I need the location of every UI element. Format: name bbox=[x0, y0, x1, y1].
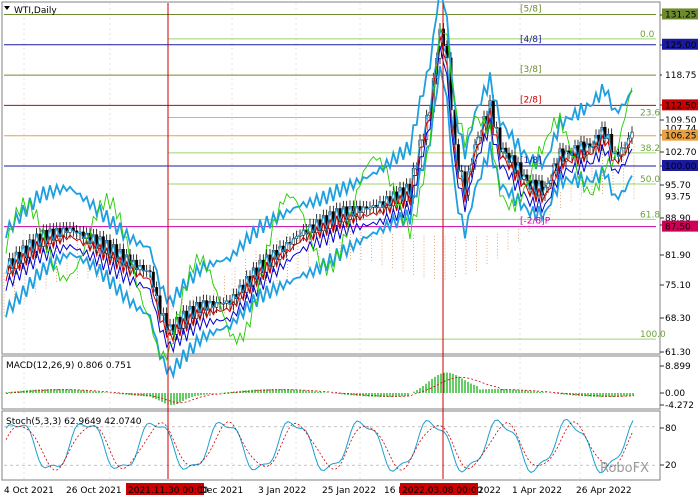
price-label-box bbox=[662, 69, 698, 81]
price-label-box bbox=[662, 99, 698, 111]
main-pane-frame bbox=[1, 1, 661, 355]
price-tick-label: 95.70 bbox=[665, 181, 691, 191]
murrey-label: [4/8] bbox=[520, 35, 542, 45]
ma-red-line bbox=[5, 36, 633, 344]
price-tick-label: 81.90 bbox=[665, 251, 691, 261]
price-label-box bbox=[662, 129, 698, 141]
x-tick-label: 4 Oct 2021 bbox=[4, 486, 54, 496]
bollinger-lower bbox=[5, 65, 633, 380]
price-tick-label: 102.70 bbox=[665, 148, 697, 158]
stoch-title: Stoch(5,3,3) 62.9649 42.0740 bbox=[6, 417, 142, 427]
stoch-tick-label: 20 bbox=[665, 461, 677, 471]
price-label-box bbox=[662, 220, 698, 232]
x-crosshair-box bbox=[400, 483, 478, 495]
price-label-text: 100.00 bbox=[665, 162, 697, 172]
stoch-tick-label: 80 bbox=[665, 424, 677, 434]
price-tick-label: 68.30 bbox=[665, 314, 691, 324]
price-tick-label: 109.50 bbox=[665, 116, 697, 126]
price-label-box bbox=[662, 160, 698, 171]
x-tick-label: 2021.11.30 00:00 bbox=[128, 486, 209, 496]
price-tick-label: 88.90 bbox=[665, 214, 691, 224]
price-label-text: 106.25 bbox=[665, 132, 697, 142]
x-tick-label: 3 Jan 2022 bbox=[258, 486, 306, 496]
murrey-label: [3/8] bbox=[520, 65, 542, 75]
price-label-box bbox=[662, 190, 698, 202]
price-label-text: 112.50 bbox=[665, 101, 697, 111]
price-label-box bbox=[662, 122, 698, 134]
price-label-box bbox=[662, 38, 698, 50]
fib-label: 50.0 bbox=[640, 175, 660, 185]
x-tick-label: 25 Jan 2022 bbox=[322, 486, 376, 496]
price-tick-label: 61.30 bbox=[665, 348, 691, 358]
axes: 131.25 125.00 118.75 112.50 109.50 106.25 102.… bbox=[4, 3, 698, 496]
x-tick-label: 26 Oct 2021 bbox=[66, 486, 122, 496]
price-tick-label: 75.10 bbox=[665, 281, 691, 291]
green-indicator-line bbox=[5, 27, 633, 362]
watermark: RoboFX bbox=[600, 461, 649, 476]
price-label-text: 131.25 bbox=[665, 10, 697, 20]
macd-pane bbox=[5, 357, 635, 408]
price-label-text: 87.50 bbox=[665, 223, 691, 233]
macd-title: MACD(12,26,9) 0.806 0.751 bbox=[6, 361, 132, 371]
fib-label: 38.2 bbox=[640, 144, 660, 154]
bollinger-middle bbox=[5, 28, 633, 337]
x-tick-label: 1 Apr 2022 bbox=[512, 486, 562, 496]
stoch-signal-line bbox=[5, 421, 634, 471]
murrey-label: [-2/8]P bbox=[520, 217, 551, 227]
x-tick-label: 2022.03.08 00:00 bbox=[402, 486, 483, 496]
macd-tick-label: 8.899 bbox=[665, 362, 691, 372]
macd-signal-line bbox=[5, 376, 635, 404]
bollinger-upper bbox=[5, 0, 633, 309]
stoch-pane-frame bbox=[1, 410, 661, 481]
x-tick-label: 16 F bbox=[384, 486, 404, 496]
price-label-box bbox=[662, 8, 698, 20]
x-tick-label: 2022 bbox=[478, 486, 501, 496]
fib-label: 23.6 bbox=[640, 109, 660, 119]
x-tick-label: 26 Apr 2022 bbox=[576, 486, 632, 496]
price-label-text: 118.75 bbox=[665, 71, 697, 81]
price-label-text: 125.00 bbox=[665, 41, 697, 51]
macd-tick-label: -4.272 bbox=[665, 401, 694, 411]
macd-pane-frame bbox=[1, 355, 661, 410]
fib-label: 100.0 bbox=[640, 330, 666, 340]
murrey-label: [1/8] bbox=[520, 156, 542, 166]
fib-label: 61.8 bbox=[640, 210, 660, 220]
ma-blue-line bbox=[5, 45, 633, 354]
macd-tick-label: 0.00 bbox=[665, 389, 685, 399]
fib-label: 0.0 bbox=[640, 30, 655, 40]
price-label-text: 107.74 bbox=[665, 124, 697, 134]
x-crosshair-box bbox=[126, 483, 204, 495]
chart-menu-icon[interactable] bbox=[4, 6, 10, 10]
murrey-label: [5/8] bbox=[520, 4, 542, 14]
price-label-text: 93.75 bbox=[665, 192, 691, 202]
stoch-main-line bbox=[5, 418, 634, 474]
chart-title: WTI,Daily bbox=[14, 6, 57, 16]
x-tick-label: Dec 2021 bbox=[200, 486, 243, 496]
murrey-label: [2/8] bbox=[520, 95, 542, 105]
stoch-pane bbox=[4, 412, 656, 479]
main-price-pane: [5/8] [4/8] [3/8] [2/8] [1/8] [-2/8]P 0.0 23.6 3… bbox=[3, 0, 666, 380]
